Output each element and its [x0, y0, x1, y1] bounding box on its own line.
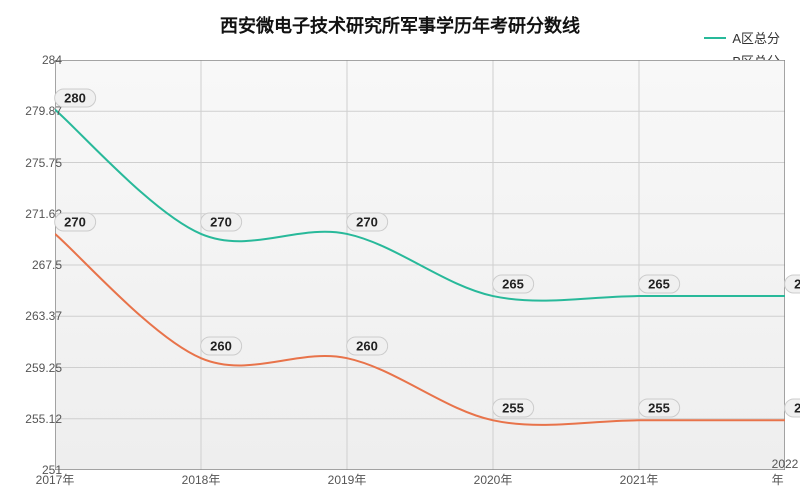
y-tick-label: 267.5 — [32, 258, 62, 272]
data-point-label: 255 — [784, 399, 800, 418]
data-point-label: 265 — [638, 275, 680, 294]
chart-container: 西安微电子技术研究所军事学历年考研分数线 A区总分 B区总分 251255.12… — [0, 0, 800, 500]
y-tick-label: 259.25 — [25, 361, 62, 375]
legend-item-a: A区总分 — [704, 28, 780, 47]
data-point-label: 260 — [200, 337, 242, 356]
data-point-label: 270 — [200, 212, 242, 231]
x-tick-label: 2021年 — [620, 471, 659, 488]
data-point-label: 270 — [54, 212, 96, 231]
x-tick-label: 2019年 — [328, 471, 367, 488]
legend-label-a: A区总分 — [732, 28, 780, 47]
data-point-label: 270 — [346, 212, 388, 231]
data-point-label: 255 — [638, 399, 680, 418]
y-tick-label: 284 — [42, 53, 62, 67]
x-tick-label: 2018年 — [182, 471, 221, 488]
data-point-label: 280 — [54, 88, 96, 107]
x-tick-label: 2020年 — [474, 471, 513, 488]
legend-swatch-a — [704, 37, 726, 39]
y-tick-label: 255.12 — [25, 412, 62, 426]
data-point-label: 260 — [346, 337, 388, 356]
data-point-label: 265 — [492, 275, 534, 294]
y-tick-label: 279.87 — [25, 104, 62, 118]
data-point-label: 255 — [492, 399, 534, 418]
chart-title: 西安微电子技术研究所军事学历年考研分数线 — [220, 12, 580, 38]
x-tick-label: 2017年 — [36, 471, 75, 488]
y-tick-label: 275.75 — [25, 156, 62, 170]
data-point-label: 265 — [784, 275, 800, 294]
x-tick-label: 2022年 — [772, 457, 799, 488]
y-tick-label: 263.37 — [25, 309, 62, 323]
